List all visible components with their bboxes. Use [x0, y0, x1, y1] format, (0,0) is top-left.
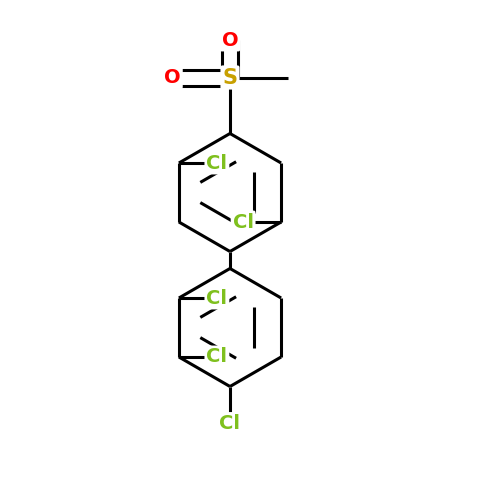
- Text: Cl: Cl: [206, 348, 228, 366]
- Text: Cl: Cl: [232, 212, 254, 232]
- Text: Cl: Cl: [220, 414, 240, 433]
- Text: Cl: Cl: [206, 288, 228, 308]
- Text: S: S: [222, 68, 238, 87]
- Text: Cl: Cl: [206, 154, 228, 172]
- Text: O: O: [164, 68, 181, 87]
- Text: O: O: [222, 30, 238, 50]
